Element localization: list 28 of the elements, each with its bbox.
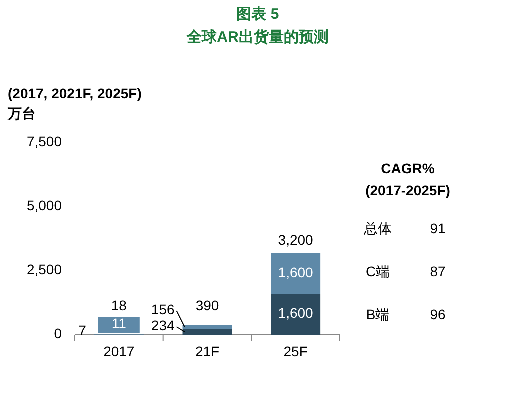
data-label: 1,600	[278, 305, 314, 322]
text: (2017, 2021F, 2025F)	[8, 86, 142, 102]
y-tick-label: 7,500	[26, 134, 62, 150]
data-label: 7	[78, 322, 87, 339]
y-tick-label: 2,500	[26, 262, 62, 278]
y-tick-label: 5,000	[26, 198, 62, 214]
text: C端	[366, 264, 390, 280]
total-label: 18	[111, 298, 128, 314]
text: 91	[430, 220, 446, 237]
data-label: 234	[151, 318, 175, 334]
x-tick-label: 21F	[195, 344, 220, 360]
text: 总体	[363, 220, 392, 237]
y-tick-label: 0	[54, 326, 62, 342]
text: B端	[366, 306, 390, 323]
text: 96	[430, 306, 446, 323]
total-label: 390	[196, 298, 220, 314]
x-tick-label: 25F	[284, 344, 308, 360]
data-label: 156	[151, 302, 175, 318]
text: (2017-2025F)	[366, 182, 450, 199]
text: CAGR%	[381, 160, 436, 177]
y-axis-title: 万台	[7, 106, 36, 122]
total-label: 3,200	[278, 232, 314, 248]
x-tick-label: 2017	[104, 344, 135, 360]
text: 87	[430, 264, 446, 280]
data-label: 1,600	[278, 264, 314, 280]
chart-title: 图表 5	[236, 6, 280, 23]
chart-subtitle: 全球AR出货量的预测	[186, 28, 329, 46]
data-label: 11	[112, 316, 127, 332]
